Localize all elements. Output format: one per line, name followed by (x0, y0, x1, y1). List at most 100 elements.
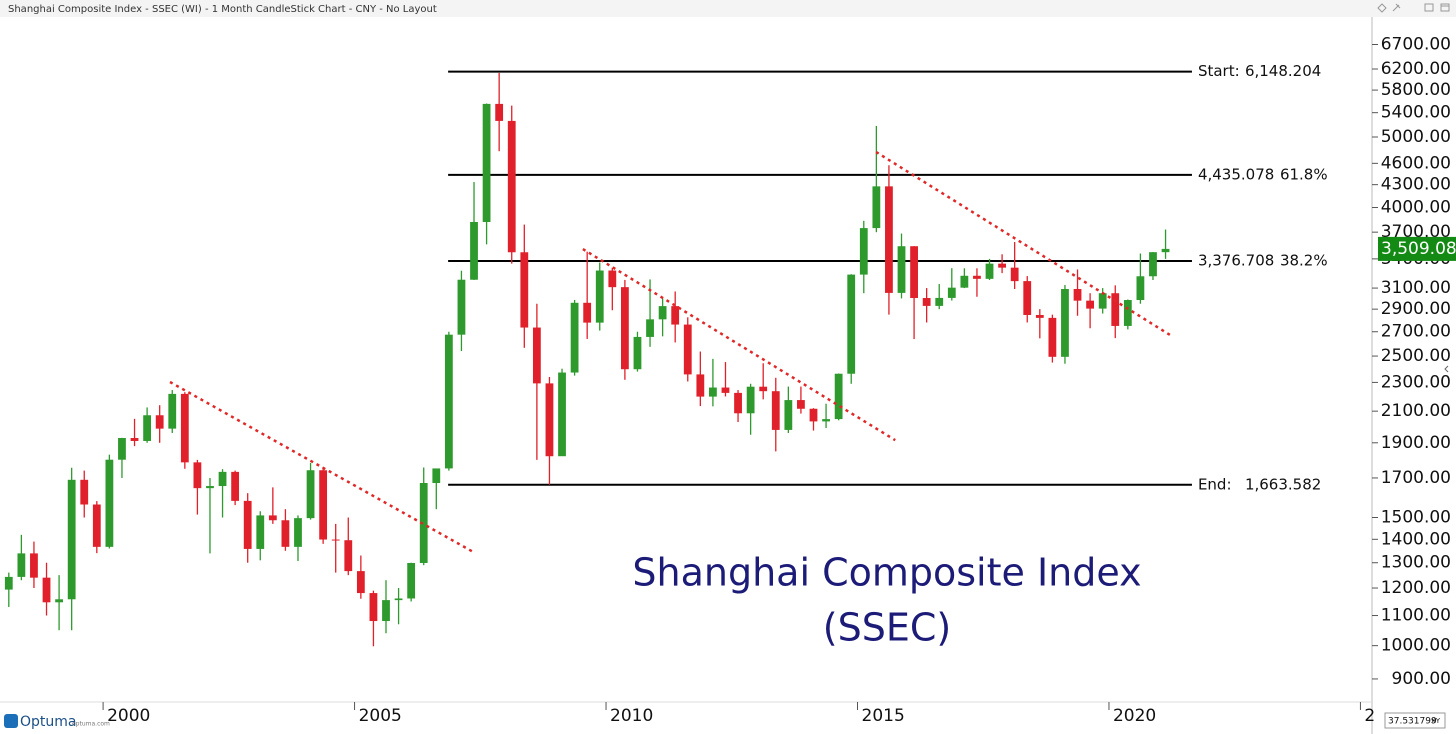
candle-body (633, 336, 642, 370)
candle-body (143, 415, 152, 441)
candle-body (180, 393, 189, 463)
y-tick-label: 5000.00 (1381, 127, 1451, 147)
y-tick-label: 2300.00 (1381, 372, 1451, 392)
candle-body (80, 479, 89, 505)
y-tick-label: 6200.00 (1381, 59, 1451, 79)
y-tick-label: 1200.00 (1381, 578, 1451, 598)
level-name: Start: (1198, 62, 1240, 80)
level-ratio: 61.8% (1280, 165, 1328, 183)
trendline (169, 380, 474, 554)
icon[interactable] (1440, 3, 1450, 12)
y-tick-label: 6700.00 (1381, 34, 1451, 54)
candle-body (281, 520, 290, 547)
candle-body (595, 270, 604, 323)
annotation: Shanghai Composite Index (632, 551, 1141, 595)
window-icons[interactable] (1377, 3, 1450, 13)
y-tick-label: 2100.00 (1381, 401, 1451, 421)
header-title: Shanghai Composite Index - SSEC (WI) - 1… (8, 4, 437, 15)
candle-body (30, 553, 38, 578)
icon[interactable] (1392, 3, 1401, 12)
candle-body (1123, 300, 1132, 326)
crosshair-box (1384, 712, 1446, 729)
candle-body (696, 374, 705, 397)
y-tick-label: 900.00 (1392, 669, 1451, 689)
candle-body (1136, 276, 1145, 301)
candle-body (4, 576, 13, 590)
icon[interactable] (1424, 3, 1434, 12)
candle-body (721, 387, 730, 393)
candle-body (570, 302, 579, 373)
candle-body (444, 334, 453, 469)
candle-body (809, 408, 818, 422)
y-tick-label: 1500.00 (1381, 508, 1451, 528)
level-value: 6,148.204 (1245, 62, 1321, 80)
x-tick-label: 2005 (359, 706, 402, 726)
annotation: (SSEC) (823, 606, 951, 650)
candle-body (834, 373, 843, 420)
candle-body (885, 186, 893, 293)
candle-body (1061, 288, 1069, 357)
candle-body (193, 462, 202, 489)
candle-body (847, 274, 856, 374)
candle-body (734, 392, 742, 414)
candle-body (658, 306, 667, 320)
y-tick-label: 1100.00 (1381, 606, 1451, 626)
y-tick-label: 5400.00 (1381, 103, 1451, 123)
y-tick-label: 4000.00 (1381, 198, 1451, 218)
y-tick-label: 2900.00 (1381, 299, 1451, 319)
candle-body (947, 287, 956, 298)
header-bar (0, 0, 1456, 17)
candle-body (1035, 314, 1044, 318)
candle-body (382, 600, 390, 622)
y-tick-label: 5800.00 (1381, 80, 1451, 100)
candle-body (973, 275, 981, 279)
candle-body (67, 479, 76, 600)
candle-body (495, 103, 504, 121)
brand-logo (4, 714, 18, 728)
candle-body (784, 400, 793, 430)
y-tick-label: 1000.00 (1381, 636, 1451, 656)
x-tick-label: 2010 (610, 706, 653, 726)
scroll-arrow[interactable] (1444, 365, 1449, 373)
y-tick-label: 2500.00 (1381, 346, 1451, 366)
candle-body (206, 486, 214, 489)
candle-body (935, 297, 944, 306)
last-price-label: 3,509.08 (1381, 239, 1456, 259)
icon[interactable] (1377, 3, 1387, 13)
candle-body (1086, 300, 1095, 309)
candle-body (130, 438, 139, 441)
candle-body (482, 103, 491, 222)
y-tick-label: 4300.00 (1381, 175, 1451, 195)
level-ratio: 38.2% (1280, 252, 1328, 270)
candle-body (344, 540, 353, 572)
candle-body (771, 391, 780, 430)
candle-body (407, 562, 416, 599)
candle-body (532, 327, 541, 384)
candle-body (243, 500, 252, 549)
candle-body (470, 221, 478, 280)
candle-body (1023, 281, 1032, 315)
candle-body (432, 468, 441, 484)
candle-body (683, 324, 692, 375)
candle-body (457, 279, 466, 335)
y-tick-label: 4600.00 (1381, 153, 1451, 173)
x-tick-label: 2 (1364, 706, 1375, 726)
level-value: 3,376.708 (1198, 252, 1274, 270)
candle-body (985, 263, 994, 279)
level-name: End: (1198, 475, 1232, 493)
candle-body (998, 263, 1006, 268)
x-tick-label: 2015 (862, 706, 905, 726)
crosshair-mode[interactable]: XY (1431, 717, 1441, 725)
candle-body (872, 186, 881, 229)
candle-body (960, 275, 969, 288)
candle-body (797, 400, 805, 409)
candle-body (910, 246, 918, 299)
candle-body (1073, 288, 1082, 301)
y-tick-label: 3100.00 (1381, 278, 1451, 298)
brand: Optuma optuma.com (4, 714, 110, 730)
y-tick-label: 1700.00 (1381, 468, 1451, 488)
candle-body (507, 120, 516, 253)
y-tick-label: 1300.00 (1381, 553, 1451, 573)
